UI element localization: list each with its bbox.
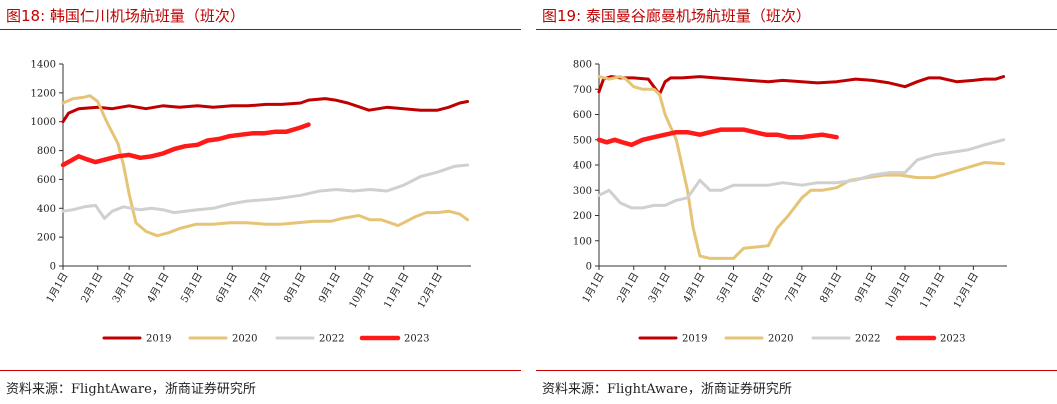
source-note: 资料来源：FlightAware，浙商证券研究所 bbox=[542, 382, 792, 397]
legend-label-2020: 2020 bbox=[232, 334, 257, 345]
x-tick-label: 4月1日 bbox=[145, 271, 172, 305]
y-tick-label: 500 bbox=[573, 135, 592, 146]
y-tick-label: 0 bbox=[586, 262, 592, 273]
y-tick-label: 400 bbox=[573, 161, 592, 172]
title-rule bbox=[536, 29, 1057, 30]
x-tick-label: 6月1日 bbox=[213, 271, 240, 305]
x-tick-label: 2月1日 bbox=[79, 271, 106, 305]
x-tick-label: 12月1日 bbox=[951, 271, 981, 311]
y-tick-label: 800 bbox=[573, 60, 592, 71]
y-tick-label: 1200 bbox=[31, 88, 56, 99]
x-tick-label: 12月1日 bbox=[415, 271, 445, 311]
legend-label-2022: 2022 bbox=[855, 334, 880, 345]
x-tick-label: 10月1日 bbox=[883, 271, 913, 311]
series-line-2023 bbox=[60, 122, 311, 168]
y-tick-label: 600 bbox=[37, 175, 56, 186]
y-tick-label: 200 bbox=[37, 233, 56, 244]
y-tick-label: 300 bbox=[573, 186, 592, 197]
legend-label-2020: 2020 bbox=[768, 334, 793, 345]
series-line-2022 bbox=[597, 138, 1006, 210]
x-tick-label: 3月1日 bbox=[110, 271, 137, 305]
y-tick-label: 1400 bbox=[31, 60, 56, 71]
don-mueang-flights-line-chart: 0 100 200 300 400 500 600 700 800 1月1日 2月1日 3月1日 4月1… bbox=[573, 60, 1007, 345]
x-tick-label: 5月1日 bbox=[178, 271, 205, 305]
series-line-2022 bbox=[61, 163, 470, 220]
legend-label-2023: 2023 bbox=[404, 334, 429, 345]
series-line-2023 bbox=[596, 127, 839, 148]
x-tick-label: 7月1日 bbox=[783, 271, 810, 305]
chart-panel-incheon: 图18: 韩国仁川机场航班量（班次） 0 200 400 600 800 1000 1200… bbox=[0, 0, 521, 404]
source-rule bbox=[0, 370, 521, 371]
y-tick-label: 1000 bbox=[31, 117, 56, 128]
source-note: 资料来源：FlightAware，浙商证券研究所 bbox=[6, 382, 256, 397]
x-tick-label: 10月1日 bbox=[347, 271, 377, 311]
y-tick-label: 200 bbox=[573, 211, 592, 222]
y-tick-label: 100 bbox=[573, 236, 592, 247]
x-tick-label: 6月1日 bbox=[749, 271, 776, 305]
series-line-2019 bbox=[61, 97, 470, 124]
incheon-flights-line-chart: 0 200 400 600 800 1000 1200 1400 1月1日 2月1日 3月1日 4月1… bbox=[31, 60, 471, 345]
figure-title: 图19: 泰国曼谷廊曼机场航班量（班次） bbox=[542, 7, 811, 25]
y-tick-label: 700 bbox=[573, 85, 592, 96]
y-tick-label: 400 bbox=[37, 204, 56, 215]
x-tick-label: 8月1日 bbox=[817, 271, 844, 305]
x-tick-label: 1月1日 bbox=[580, 271, 607, 305]
x-tick-label: 7月1日 bbox=[247, 271, 274, 305]
series-line-2020 bbox=[597, 75, 1006, 260]
x-tick-label: 4月1日 bbox=[681, 271, 708, 305]
x-tick-label: 8月1日 bbox=[281, 271, 308, 305]
legend-label-2023: 2023 bbox=[940, 334, 965, 345]
legend-label-2022: 2022 bbox=[319, 334, 344, 345]
title-rule bbox=[0, 29, 521, 30]
y-tick-label: 600 bbox=[573, 110, 592, 121]
x-tick-label: 11月1日 bbox=[917, 271, 947, 311]
x-tick-label: 11月1日 bbox=[381, 271, 411, 311]
x-tick-label: 1月1日 bbox=[44, 271, 71, 305]
x-tick-label: 2月1日 bbox=[615, 271, 642, 305]
x-tick-label: 9月1日 bbox=[852, 271, 879, 305]
series-line-2019 bbox=[597, 75, 1006, 96]
legend-label-2019: 2019 bbox=[146, 334, 171, 345]
x-tick-label: 5月1日 bbox=[714, 271, 741, 305]
x-tick-label: 9月1日 bbox=[316, 271, 343, 305]
source-rule bbox=[536, 370, 1057, 371]
y-tick-label: 0 bbox=[50, 262, 56, 273]
series-line-2020 bbox=[61, 94, 470, 238]
y-tick-label: 800 bbox=[37, 146, 56, 157]
legend-label-2019: 2019 bbox=[682, 334, 707, 345]
chart-panel-don-mueang: 图19: 泰国曼谷廊曼机场航班量（班次） 0 100 200 300 400 500 600… bbox=[536, 0, 1057, 404]
x-tick-label: 3月1日 bbox=[646, 271, 673, 305]
figure-title: 图18: 韩国仁川机场航班量（班次） bbox=[6, 7, 245, 25]
